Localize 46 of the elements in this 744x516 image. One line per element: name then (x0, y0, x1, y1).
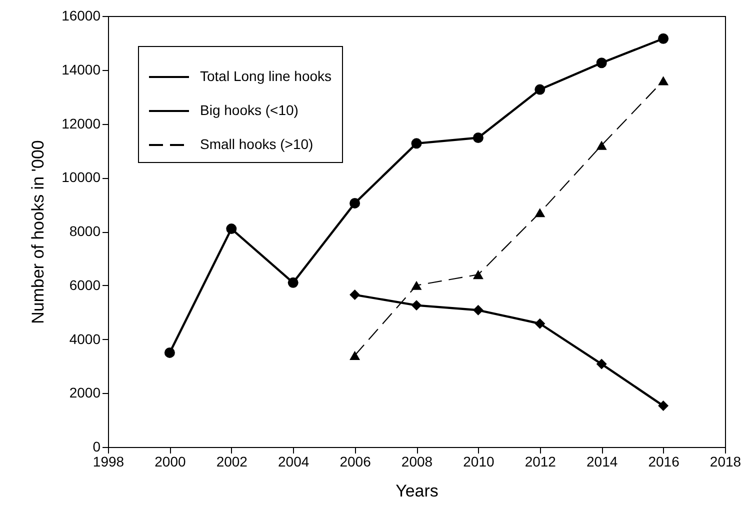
x-axis-title: Years (396, 482, 438, 500)
point (596, 140, 607, 150)
legend-label: Small hooks (>10) (200, 136, 314, 152)
point (472, 132, 484, 143)
y-tick-label: 0 (92, 438, 101, 454)
point (411, 280, 422, 290)
point (596, 58, 607, 68)
y-tick-label: 2000 (69, 384, 101, 401)
x-tick-label: 2000 (154, 454, 186, 470)
legend-label: Big hooks (<10) (200, 102, 298, 118)
y-tick-label: 14000 (62, 61, 101, 78)
y-tick-label: 10000 (62, 169, 101, 186)
x-tick-label: 2010 (463, 454, 494, 470)
point (411, 138, 422, 149)
point (658, 76, 669, 86)
y-tick-label: 12000 (62, 115, 101, 132)
point (472, 304, 484, 316)
x-tick-label: 2008 (401, 454, 433, 470)
y-tick-label: 6000 (69, 276, 101, 293)
point (164, 347, 175, 358)
point (534, 208, 546, 218)
point (350, 198, 360, 208)
point (226, 224, 237, 234)
y-tick-label: 16000 (62, 8, 101, 24)
point (658, 400, 669, 412)
point (472, 270, 484, 280)
x-tick-label: 2016 (648, 454, 680, 470)
point (534, 84, 546, 95)
point (350, 350, 360, 360)
x-tick-label: 1998 (92, 454, 124, 470)
point (658, 33, 669, 44)
x-tick-label: 2002 (216, 454, 248, 470)
point (411, 300, 422, 311)
x-tick-label: 2012 (524, 454, 556, 470)
point (288, 277, 298, 288)
x-tick-label: 2014 (586, 454, 618, 470)
point (534, 318, 546, 329)
point (596, 358, 607, 370)
point (350, 290, 360, 300)
x-tick-label: 2006 (340, 454, 372, 470)
y-axis-title: Number of hooks in '000 (28, 140, 48, 324)
y-tick-label: 4000 (69, 330, 101, 347)
x-tick-label: 2018 (710, 454, 742, 470)
legend-label: Total Long line hooks (200, 68, 332, 84)
x-tick-label: 2004 (278, 454, 310, 470)
y-tick-label: 8000 (69, 223, 101, 239)
